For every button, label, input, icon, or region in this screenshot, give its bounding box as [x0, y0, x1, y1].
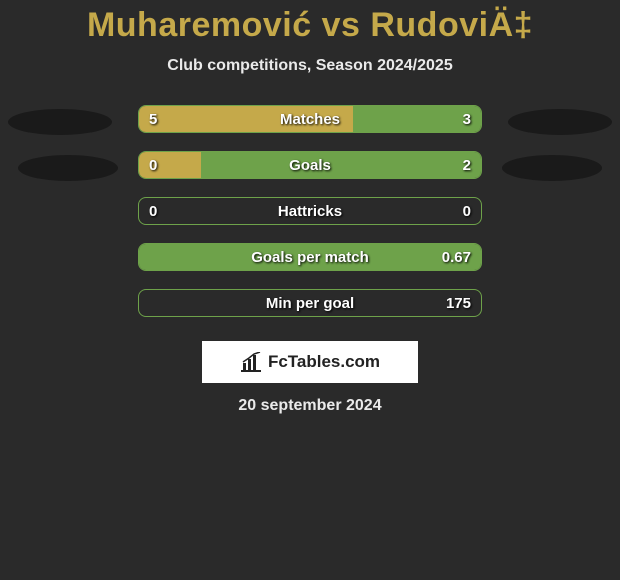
source-logo-text: FcTables.com — [268, 352, 380, 372]
stat-value-right: 3 — [463, 106, 471, 133]
page-title: Muharemović vs RudoviÄ‡ — [0, 6, 620, 45]
player-shadow-right — [502, 155, 602, 181]
player-shadow-left — [18, 155, 118, 181]
stat-value-left: 0 — [149, 198, 157, 225]
stat-value-right: 2 — [463, 152, 471, 179]
stat-row: 5Matches3 — [0, 105, 620, 151]
stat-bar: Goals per match0.67 — [138, 243, 482, 271]
stat-label: Hattricks — [139, 198, 481, 225]
stat-label: Min per goal — [139, 290, 481, 317]
stat-row: 0Hattricks0 — [0, 197, 620, 243]
stat-row: 0Goals2 — [0, 151, 620, 197]
stat-value-left: 5 — [149, 106, 157, 133]
player-shadow-right — [508, 109, 612, 135]
stat-bar: 5Matches3 — [138, 105, 482, 133]
stat-value-right: 0.67 — [442, 244, 471, 271]
source-logo[interactable]: FcTables.com — [202, 341, 418, 383]
stat-bar: Min per goal175 — [138, 289, 482, 317]
stat-bar: 0Hattricks0 — [138, 197, 482, 225]
comparison-widget: Muharemović vs RudoviÄ‡ Club competition… — [0, 0, 620, 415]
stat-bar-fill-right — [139, 244, 481, 270]
page-subtitle: Club competitions, Season 2024/2025 — [0, 57, 620, 75]
stat-rows: 5Matches30Goals20Hattricks0Goals per mat… — [0, 105, 620, 335]
player-shadow-left — [8, 109, 112, 135]
stat-bar-fill-left — [139, 106, 353, 132]
date-label: 20 september 2024 — [0, 397, 620, 415]
stat-value-left: 0 — [149, 152, 157, 179]
stat-row: Goals per match0.67 — [0, 243, 620, 289]
bar-chart-icon — [240, 352, 262, 372]
stat-value-right: 175 — [446, 290, 471, 317]
stat-bar-fill-right — [201, 152, 481, 178]
stat-bar: 0Goals2 — [138, 151, 482, 179]
stat-row: Min per goal175 — [0, 289, 620, 335]
stat-value-right: 0 — [463, 198, 471, 225]
